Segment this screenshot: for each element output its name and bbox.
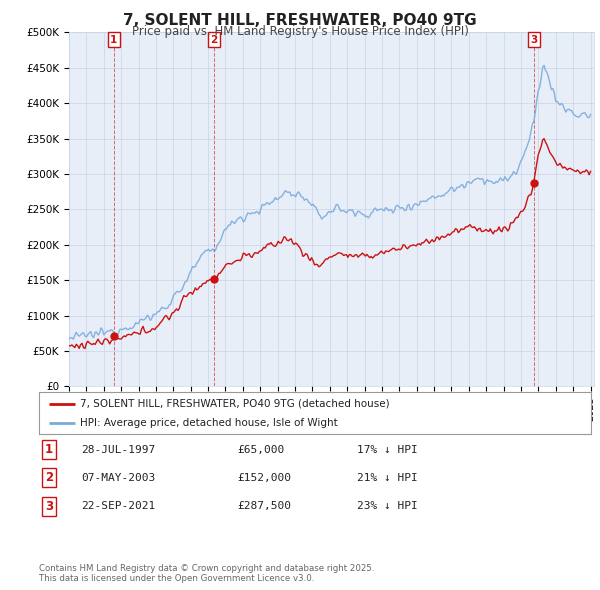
- Text: 7, SOLENT HILL, FRESHWATER, PO40 9TG: 7, SOLENT HILL, FRESHWATER, PO40 9TG: [123, 13, 477, 28]
- Text: 3: 3: [45, 500, 53, 513]
- Text: 1: 1: [110, 35, 118, 45]
- Text: Price paid vs. HM Land Registry's House Price Index (HPI): Price paid vs. HM Land Registry's House …: [131, 25, 469, 38]
- Text: 17% ↓ HPI: 17% ↓ HPI: [357, 445, 418, 454]
- Text: £65,000: £65,000: [237, 445, 284, 454]
- Text: 3: 3: [530, 35, 538, 45]
- Text: 2: 2: [45, 471, 53, 484]
- Text: 2: 2: [211, 35, 218, 45]
- Text: 7, SOLENT HILL, FRESHWATER, PO40 9TG (detached house): 7, SOLENT HILL, FRESHWATER, PO40 9TG (de…: [80, 398, 390, 408]
- Text: 22-SEP-2021: 22-SEP-2021: [81, 502, 155, 511]
- Text: 07-MAY-2003: 07-MAY-2003: [81, 473, 155, 483]
- Text: £152,000: £152,000: [237, 473, 291, 483]
- Text: 23% ↓ HPI: 23% ↓ HPI: [357, 502, 418, 511]
- Text: 21% ↓ HPI: 21% ↓ HPI: [357, 473, 418, 483]
- Text: HPI: Average price, detached house, Isle of Wight: HPI: Average price, detached house, Isle…: [80, 418, 338, 428]
- Text: Contains HM Land Registry data © Crown copyright and database right 2025.
This d: Contains HM Land Registry data © Crown c…: [39, 563, 374, 583]
- Text: 1: 1: [45, 443, 53, 456]
- Text: £287,500: £287,500: [237, 502, 291, 511]
- Text: 28-JUL-1997: 28-JUL-1997: [81, 445, 155, 454]
